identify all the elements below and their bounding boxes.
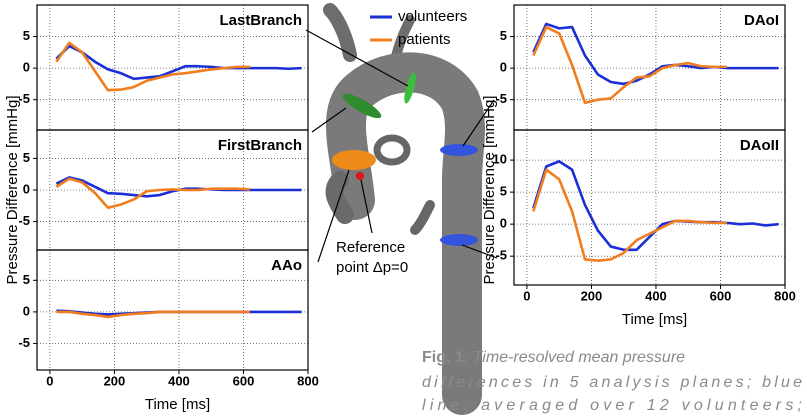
annotation: point Δp=0: [336, 259, 408, 276]
series-line: [55, 44, 302, 81]
x-tick-label: 800: [297, 373, 319, 388]
annotation: Reference: [336, 239, 405, 256]
caption-label: Fig. 1: [422, 349, 464, 366]
x-tick-label: 200: [104, 373, 126, 388]
y-tick-label: 5: [23, 150, 30, 165]
y-tick-label: 0: [23, 181, 30, 196]
caption-text: differences in 5 analysis planes; blue: [422, 374, 802, 391]
x-tick-label: 800: [774, 288, 796, 303]
caption-text: : Time-resolved mean pressure: [464, 349, 685, 366]
x-tick-label: 0: [523, 288, 530, 303]
panel-title: LastBranch: [219, 12, 302, 29]
x-axis-label: Time [ms]: [145, 396, 210, 413]
series-line: [532, 168, 727, 262]
series-line: [55, 177, 250, 209]
series-line: [532, 22, 779, 86]
series-line: [532, 25, 727, 105]
legend-label: patients: [398, 31, 451, 48]
x-tick-label: 400: [645, 288, 667, 303]
y-tick-label: 5: [500, 28, 507, 43]
y-tick-label: 0: [500, 216, 507, 231]
y-tick-label: 0: [23, 60, 30, 75]
y-tick-label: 5: [23, 272, 30, 287]
series-line: [55, 41, 250, 92]
y-tick-label: 0: [500, 60, 507, 75]
y-axis-label: Pressure Difference [mmHg]: [4, 96, 21, 285]
x-tick-label: 0: [46, 373, 53, 388]
panel-title: FirstBranch: [218, 137, 302, 154]
series-line: [56, 310, 250, 319]
x-tick-label: 200: [581, 288, 603, 303]
panel-title: DAoI: [744, 12, 779, 29]
aorta-image: [305, 3, 498, 415]
y-tick-label: -5: [495, 248, 507, 263]
y-tick-label: 5: [23, 28, 30, 43]
y-tick-label: -5: [18, 213, 30, 228]
caption: Fig. 1: Time-resolved mean pressure: [422, 349, 685, 366]
y-tick-label: -5: [18, 91, 30, 106]
x-tick-label: 600: [233, 373, 255, 388]
x-axis-label: Time [ms]: [622, 311, 687, 328]
plot-frame: [36, 249, 309, 371]
y-axis-label: Pressure Difference [mmHg]: [481, 96, 498, 285]
plot-frame: [513, 129, 786, 286]
y-tick-label: -5: [18, 335, 30, 350]
panel-title: AAo: [271, 257, 302, 274]
y-tick-label: 10: [493, 152, 507, 167]
x-tick-label: 600: [710, 288, 732, 303]
y-tick-label: -5: [495, 91, 507, 106]
panel-title: DAoII: [740, 137, 779, 154]
y-tick-label: 0: [23, 303, 30, 318]
y-tick-label: 5: [500, 184, 507, 199]
x-tick-label: 400: [168, 373, 190, 388]
legend-label: volunteers: [398, 8, 467, 25]
